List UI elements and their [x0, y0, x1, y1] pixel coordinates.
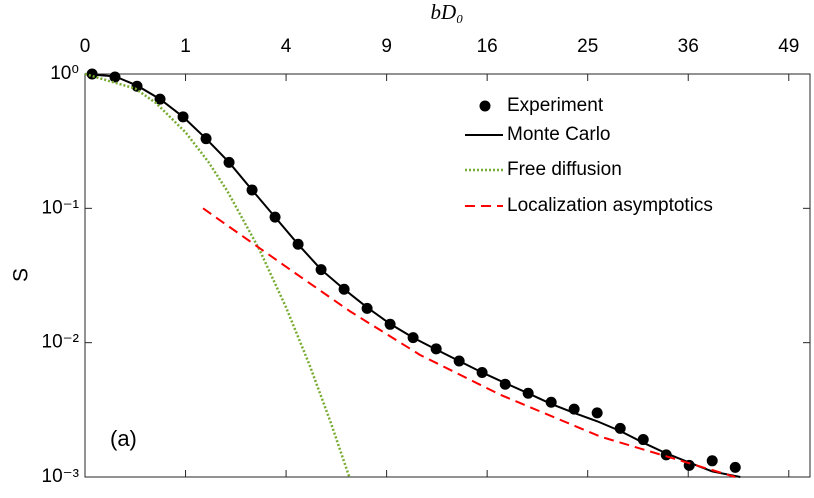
legend-label: Free diffusion	[507, 159, 622, 180]
x-tick-label: 9	[381, 36, 392, 57]
y-axis-label: S	[10, 268, 33, 282]
y-tick-label: 10⁻¹	[42, 197, 80, 218]
x-axis-label: bD₀	[431, 0, 464, 24]
series-line	[202, 207, 736, 478]
legend-label: Experiment	[507, 95, 604, 116]
legend-marker	[479, 100, 491, 112]
x-tick-label: 0	[80, 36, 91, 57]
legend-label: Monte Carlo	[507, 124, 611, 145]
y-tick-label: 10⁻²	[42, 332, 80, 353]
x-tick-label: 25	[577, 36, 598, 57]
x-tick-label: 1	[180, 36, 191, 57]
x-tick-label: 36	[678, 36, 699, 57]
x-tick-label: 4	[281, 36, 292, 57]
data-point	[706, 455, 718, 467]
x-tick-label: 49	[778, 36, 799, 57]
y-tick-label: 10⁰	[50, 63, 79, 84]
annotation: (a)	[110, 426, 137, 451]
legend-label: Localization asymptotics	[507, 195, 713, 216]
x-tick-label: 16	[477, 36, 498, 57]
data-point	[614, 422, 626, 434]
series-line	[84, 73, 741, 478]
series-line	[84, 72, 351, 477]
data-point	[729, 461, 741, 473]
plot-frame	[84, 73, 811, 478]
data-point	[591, 407, 603, 419]
y-tick-label: 10⁻³	[42, 466, 80, 487]
